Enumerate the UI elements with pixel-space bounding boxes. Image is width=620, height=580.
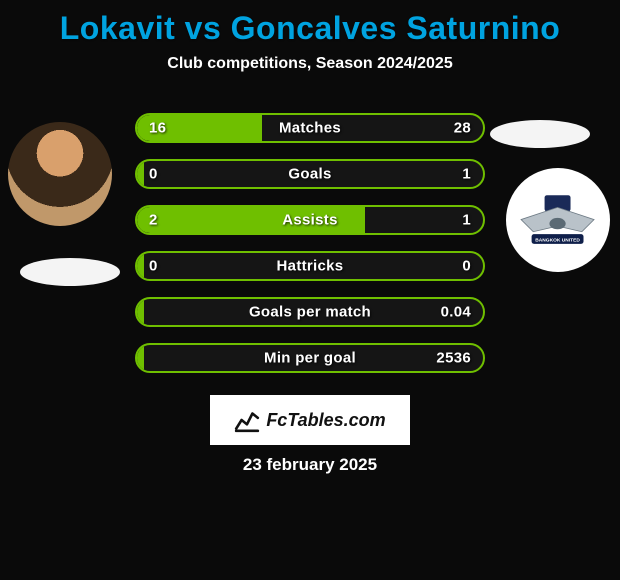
stat-right-value: 28 bbox=[454, 120, 471, 137]
stat-bar: Goals per match 0.04 bbox=[135, 297, 485, 327]
comparison-card: Lokavit vs Goncalves Saturnino Club comp… bbox=[0, 0, 620, 580]
stat-label: Assists bbox=[137, 212, 483, 229]
fctables-logo: FcTables.com bbox=[210, 395, 410, 445]
page-title: Lokavit vs Goncalves Saturnino bbox=[0, 10, 620, 47]
bangkok-united-crest-icon: BANGKOK UNITED bbox=[506, 168, 610, 272]
stat-label: Goals bbox=[137, 166, 483, 183]
stats-container: 16 Matches 28 0 Goals 1 2 Assists 1 0 Ha… bbox=[135, 113, 485, 373]
stat-label: Hattricks bbox=[137, 258, 483, 275]
player-left-country-pill bbox=[20, 258, 120, 286]
season-subtitle: Club competitions, Season 2024/2025 bbox=[0, 55, 620, 73]
player-left-avatar bbox=[8, 122, 112, 226]
stat-right-value: 0.04 bbox=[441, 304, 471, 321]
stat-bar: Min per goal 2536 bbox=[135, 343, 485, 373]
stat-label: Min per goal bbox=[137, 350, 483, 367]
player-right-country-pill bbox=[490, 120, 590, 148]
stat-label: Goals per match bbox=[137, 304, 483, 321]
stat-bar: 2 Assists 1 bbox=[135, 205, 485, 235]
player-left-photo bbox=[8, 122, 112, 226]
stat-bar: 16 Matches 28 bbox=[135, 113, 485, 143]
svg-text:BANGKOK UNITED: BANGKOK UNITED bbox=[536, 238, 581, 244]
stat-bar: 0 Goals 1 bbox=[135, 159, 485, 189]
stat-right-value: 1 bbox=[462, 212, 471, 229]
footer-date: 23 february 2025 bbox=[0, 455, 620, 475]
chart-icon bbox=[234, 407, 260, 433]
stat-right-value: 1 bbox=[462, 166, 471, 183]
stat-bar: 0 Hattricks 0 bbox=[135, 251, 485, 281]
fctables-logo-text: FcTables.com bbox=[266, 410, 385, 431]
stat-right-value: 0 bbox=[462, 258, 471, 275]
player-right-avatar: BANGKOK UNITED bbox=[506, 168, 610, 272]
stat-label: Matches bbox=[137, 120, 483, 137]
stat-right-value: 2536 bbox=[436, 350, 471, 367]
